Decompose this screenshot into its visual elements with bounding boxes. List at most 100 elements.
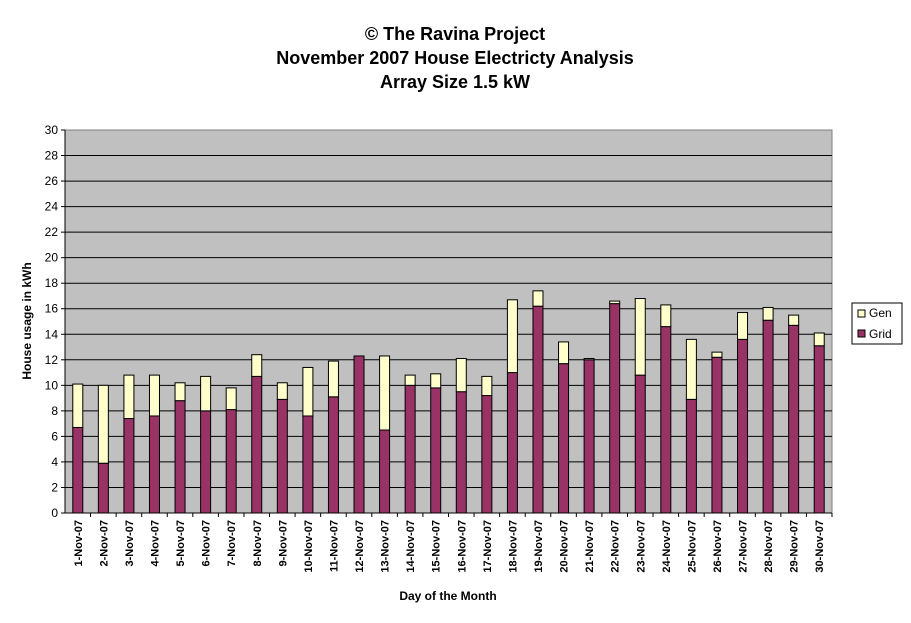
- bar-grid: [174, 400, 186, 514]
- x-tick-label: 26-Nov-07: [712, 520, 724, 573]
- x-tick-label: 27-Nov-07: [738, 520, 750, 573]
- bar-grid: [583, 359, 595, 514]
- chart-title: © The Ravina Project November 2007 House…: [276, 24, 634, 92]
- bar-gen: [583, 358, 595, 361]
- bar-grid: [276, 398, 288, 514]
- y-tick-label: 10: [45, 378, 59, 392]
- bar-grid: [200, 410, 212, 514]
- x-tick-label: 11-Nov-07: [328, 520, 340, 572]
- bar-gen: [404, 374, 416, 386]
- y-tick-label: 16: [45, 302, 59, 316]
- bar-gen: [148, 374, 160, 417]
- bar-gen: [174, 382, 186, 402]
- x-tick-label: 24-Nov-07: [661, 520, 673, 573]
- plot-area: [64, 129, 833, 514]
- x-tick-label: 8-Nov-07: [252, 520, 264, 566]
- bar-grid: [609, 303, 621, 514]
- bar-gen: [327, 360, 339, 398]
- bar-gen: [200, 375, 212, 412]
- bar-grid: [685, 398, 697, 514]
- y-tick-label: 12: [45, 353, 59, 367]
- bar-gen: [609, 300, 621, 305]
- x-tick-label: 28-Nov-07: [763, 520, 775, 573]
- x-tick-label: 30-Nov-07: [814, 520, 826, 573]
- y-tick-label: 30: [45, 123, 59, 137]
- x-tick-label: 3-Nov-07: [124, 520, 136, 566]
- x-tick-label: 23-Nov-07: [635, 520, 647, 573]
- y-tick-label: 14: [45, 327, 59, 341]
- legend-label-grid: Grid: [869, 327, 892, 341]
- bar-grid: [660, 326, 672, 514]
- y-tick-label: 2: [51, 480, 58, 494]
- x-tick-label: 6-Nov-07: [201, 520, 213, 566]
- bar-gen: [813, 332, 825, 347]
- bar-gen: [455, 358, 467, 393]
- y-tick-label: 22: [45, 225, 59, 239]
- bar-gen: [123, 374, 135, 420]
- chart-title-line-2: November 2007 House Electricty Analysis: [276, 48, 634, 68]
- x-axis-ticks: 1-Nov-07 2-Nov-07 3-Nov-07 4-Nov-07 5-Nov-07…: [73, 513, 833, 573]
- bar-gen: [72, 383, 84, 428]
- y-tick-label: 8: [51, 404, 58, 418]
- bar-grid: [123, 418, 135, 514]
- bar-gen: [532, 290, 544, 307]
- bar-gen: [634, 298, 646, 376]
- bar-gen: [711, 351, 723, 358]
- x-tick-label: 4-Nov-07: [149, 520, 161, 566]
- x-tick-label: 13-Nov-07: [380, 520, 392, 573]
- x-tick-label: 1-Nov-07: [73, 520, 85, 566]
- bars: [72, 290, 825, 514]
- y-tick-label: 20: [45, 251, 59, 265]
- bar-gen: [97, 384, 109, 464]
- bar-gen: [430, 373, 442, 389]
- x-tick-label: 5-Nov-07: [175, 520, 187, 566]
- y-axis-title: House usage in kWh: [20, 262, 34, 379]
- bar-gen: [481, 375, 493, 397]
- bar-grid: [148, 415, 160, 514]
- bar-grid: [302, 415, 314, 514]
- bar-gen: [251, 354, 263, 377]
- x-tick-label: 25-Nov-07: [686, 520, 698, 573]
- bar-gen: [302, 366, 314, 417]
- bar-grid: [737, 338, 749, 514]
- bar-grid: [481, 395, 493, 514]
- x-tick-label: 17-Nov-07: [482, 520, 494, 573]
- bar-grid: [404, 384, 416, 514]
- bar-grid: [327, 396, 339, 514]
- x-tick-label: 16-Nov-07: [456, 520, 468, 573]
- bar-gen: [506, 299, 518, 374]
- bar-grid: [72, 426, 84, 514]
- y-tick-label: 6: [51, 429, 58, 443]
- x-tick-label: 22-Nov-07: [610, 520, 622, 573]
- chart-title-line-3: Array Size 1.5 kW: [380, 72, 530, 92]
- y-tick-label: 26: [45, 174, 59, 188]
- bar-grid: [634, 374, 646, 514]
- y-tick-label: 18: [45, 276, 59, 290]
- y-tick-label: 28: [45, 149, 59, 163]
- bar-grid: [813, 345, 825, 514]
- bar-grid: [711, 356, 723, 514]
- bar-gen: [379, 355, 391, 431]
- bar-grid: [788, 324, 800, 514]
- x-tick-label: 15-Nov-07: [431, 520, 443, 573]
- legend-swatch-grid: [857, 329, 866, 338]
- y-tick-label: 24: [45, 200, 59, 214]
- x-tick-label: 12-Nov-07: [354, 520, 366, 573]
- bar-grid: [455, 391, 467, 514]
- bar-gen: [225, 387, 237, 411]
- x-tick-label: 14-Nov-07: [405, 520, 417, 573]
- x-tick-label: 19-Nov-07: [533, 520, 545, 573]
- x-axis-title: Day of the Month: [399, 589, 496, 603]
- bar-grid: [506, 372, 518, 514]
- bar-grid: [225, 409, 237, 514]
- x-tick-label: 7-Nov-07: [226, 520, 238, 566]
- grid-lines: [65, 155, 832, 488]
- x-tick-label: 29-Nov-07: [789, 520, 801, 573]
- bar-gen: [788, 314, 800, 326]
- x-tick-label: 21-Nov-07: [584, 520, 596, 573]
- bar-grid: [379, 429, 391, 514]
- x-tick-label: 2-Nov-07: [98, 520, 110, 566]
- bar-gen: [276, 382, 288, 400]
